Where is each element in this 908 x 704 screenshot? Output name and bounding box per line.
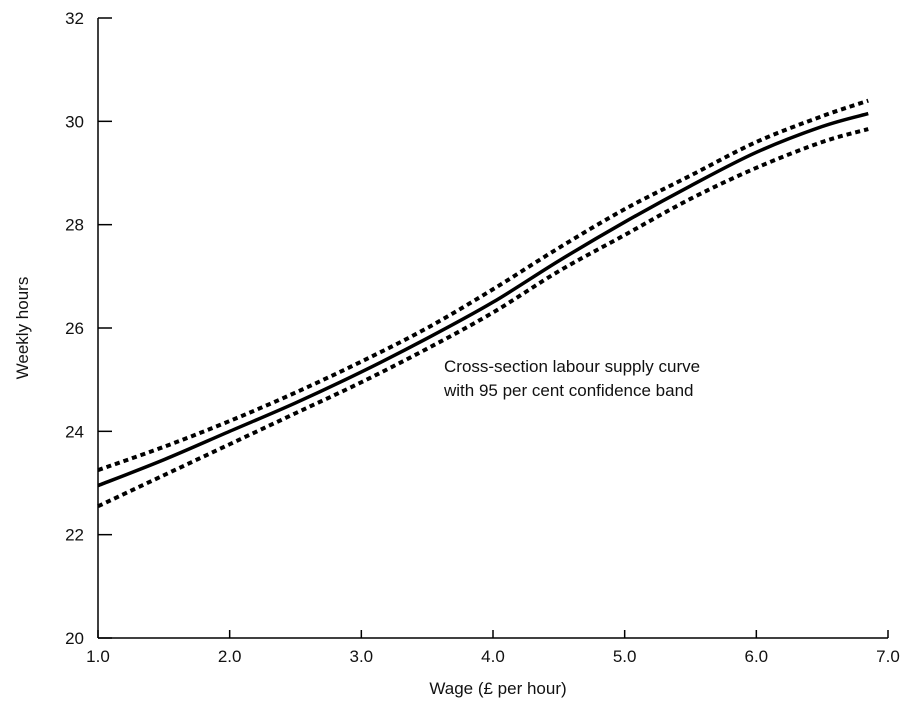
y-tick-label: 22: [65, 526, 84, 545]
y-tick-label: 28: [65, 216, 84, 235]
upper-confidence-band-line: [97, 98, 869, 472]
y-tick-label: 32: [65, 9, 84, 28]
x-tick-label: 5.0: [613, 647, 637, 666]
axes: [97, 18, 888, 639]
x-tick-label: 2.0: [218, 647, 242, 666]
y-tick-label: 24: [65, 422, 84, 441]
annotation-line-2: with 95 per cent confidence band: [443, 381, 694, 400]
x-tick-label: 6.0: [745, 647, 769, 666]
y-tick-label: 30: [65, 112, 84, 131]
x-tick-label: 4.0: [481, 647, 505, 666]
x-axis-title: Wage (£ per hour): [429, 679, 566, 698]
y-tick-label: 26: [65, 319, 84, 338]
y-tick-label: 20: [65, 629, 84, 648]
x-tick-label: 1.0: [86, 647, 110, 666]
y-axis-title: Weekly hours: [13, 277, 32, 380]
annotation-line-1: Cross-section labour supply curve: [444, 357, 700, 376]
x-ticks: 1.0 2.0 3.0 4.0 5.0 6.0 7.0: [86, 630, 900, 666]
x-tick-label: 7.0: [876, 647, 900, 666]
lower-confidence-band-line: [97, 127, 869, 509]
supply-curve-line: [97, 111, 869, 488]
x-tick-label: 3.0: [350, 647, 374, 666]
y-ticks: 20 22 24 26 28 30 32: [65, 9, 112, 648]
annotation: Cross-section labour supply curve with 9…: [443, 357, 700, 400]
series-layer: [97, 98, 869, 509]
